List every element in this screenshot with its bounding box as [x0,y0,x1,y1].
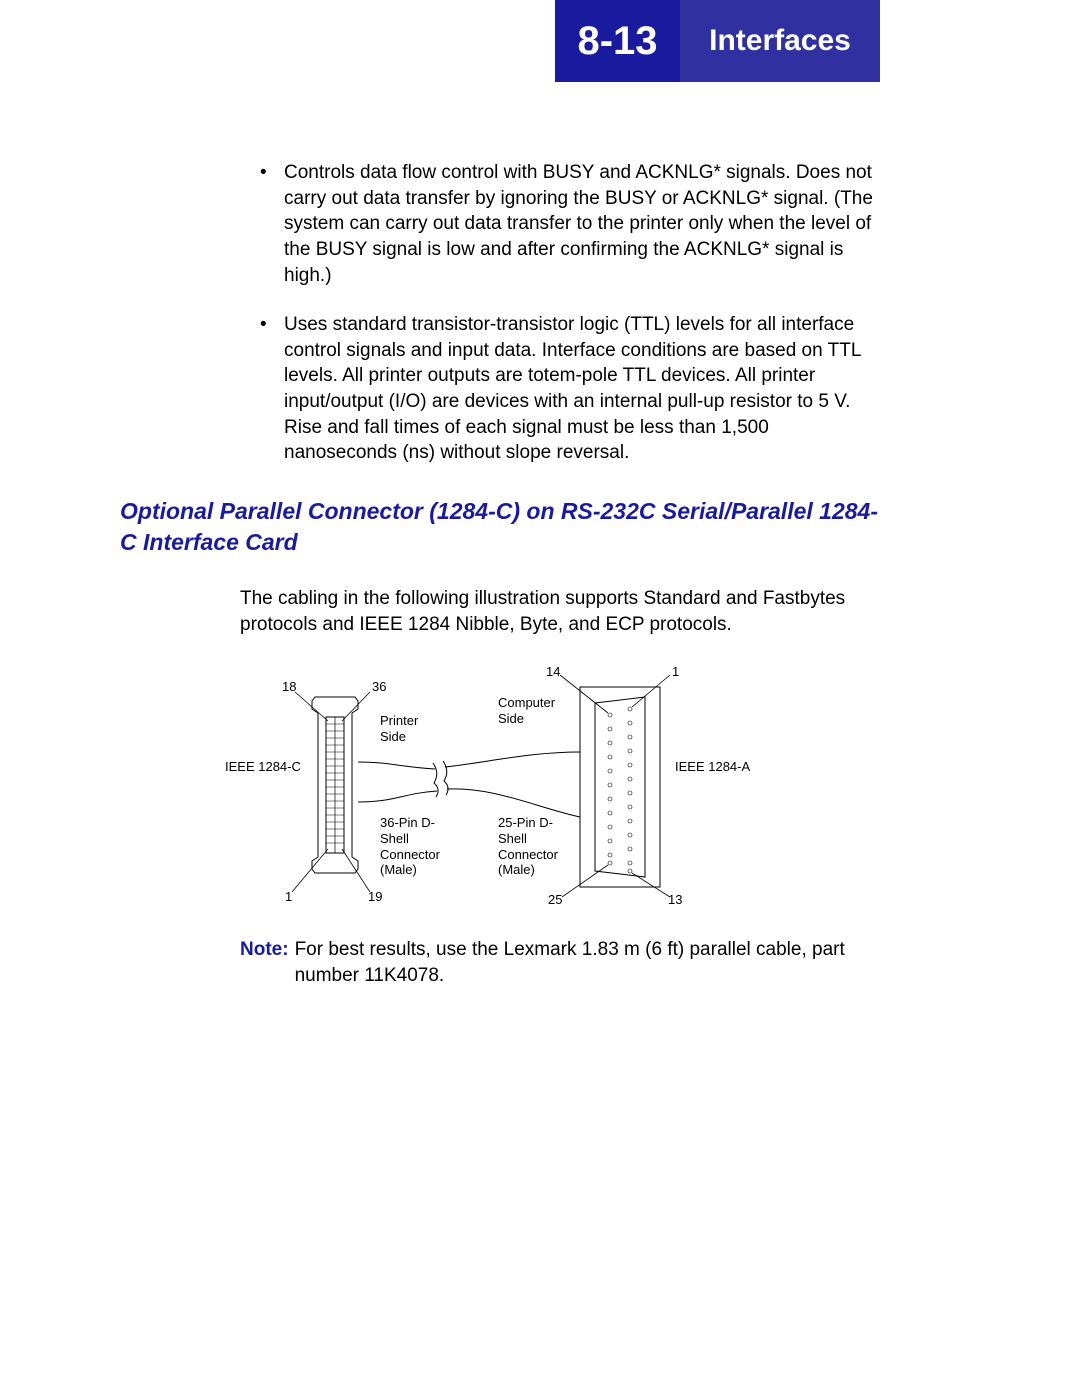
bullet-item: Uses standard transistor-transistor logi… [260,312,880,466]
pin-label: 19 [368,889,382,905]
page-header: 8-13 Interfaces [555,0,880,82]
desc-label: 25-Pin D-Shell Connector (Male) [498,815,578,877]
connector-diagram: 18 36 1 19 14 1 25 13 IEEE 1284-C IEEE 1… [240,667,800,907]
pin-label: 1 [285,889,292,905]
desc-label: 36-Pin D-Shell Connector (Male) [380,815,460,877]
bullet-item: Controls data flow control with BUSY and… [260,160,880,288]
bullet-list: Controls data flow control with BUSY and… [260,160,880,466]
pin-label: 13 [668,892,682,908]
section-body: The cabling in the following illustratio… [240,586,880,637]
pin-label: 36 [372,679,386,695]
note-label: Note: [240,937,289,988]
standard-label: IEEE 1284-C [225,759,301,775]
page-content: Controls data flow control with BUSY and… [120,160,880,989]
note-block: Note: For best results, use the Lexmark … [240,937,880,988]
side-label: Printer Side [380,713,440,744]
chapter-title: Interfaces [680,0,880,82]
page-number: 8-13 [555,0,680,82]
pin-label: 1 [672,664,679,680]
pin-label: 18 [282,679,296,695]
pin-label: 25 [548,892,562,908]
side-label: Computer Side [498,695,568,726]
pin-label: 14 [546,664,560,680]
standard-label: IEEE 1284-A [675,759,750,775]
note-text: For best results, use the Lexmark 1.83 m… [295,937,880,988]
section-heading: Optional Parallel Connector (1284-C) on … [120,496,880,558]
